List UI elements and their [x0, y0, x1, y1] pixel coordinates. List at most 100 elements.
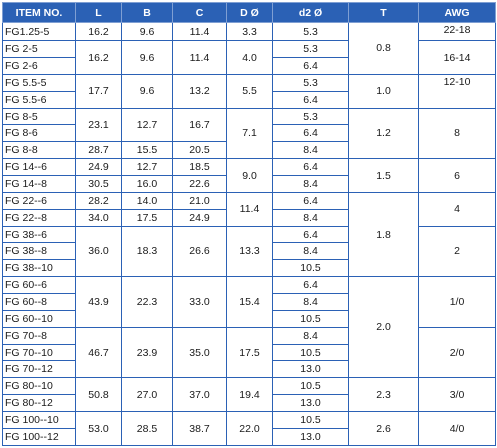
- d2-cell: 6.4: [272, 276, 349, 295]
- l-cell: 16.2: [75, 21, 122, 42]
- awg-cell: 6: [418, 158, 496, 193]
- c-cell: 21.0: [172, 191, 227, 210]
- b-cell: 9.6: [121, 73, 173, 109]
- col-header-b: B: [121, 2, 173, 23]
- item-no-cell: FG 70--8: [2, 326, 76, 345]
- d2-cell: 10.5: [272, 411, 349, 429]
- item-no-cell: FG 5.5-5: [2, 73, 76, 92]
- b-cell: 22.3: [121, 276, 173, 328]
- item-no-cell: FG 70--12: [2, 360, 76, 379]
- c-cell: 24.9: [172, 208, 227, 227]
- c-cell: 38.7: [172, 411, 227, 446]
- table-row: FG 22--8 34.0 17.5 24.9 8.4: [2, 208, 496, 227]
- l-cell: 46.7: [75, 326, 122, 379]
- d2-cell: 8.4: [272, 242, 349, 261]
- l-cell: 28.7: [75, 141, 122, 160]
- t-cell: 1.8: [348, 191, 419, 278]
- d-cell: 13.3: [226, 225, 273, 278]
- awg-cell: 2/0: [418, 326, 496, 379]
- awg-cell: 12-10: [418, 73, 496, 109]
- item-no-cell: FG 22--8: [2, 208, 76, 227]
- d2-cell: 13.0: [272, 427, 349, 447]
- d2-cell: 5.3: [272, 73, 349, 92]
- table-row: FG 100--10 53.0 28.5 38.7 22.0 10.5 2.6 …: [2, 411, 496, 446]
- col-header-item-no: ITEM NO.: [2, 2, 76, 23]
- item-no-cell: FG 38--10: [2, 259, 76, 278]
- item-no-cell: FG 14--8: [2, 175, 76, 193]
- d2-cell: 13.0: [272, 394, 349, 413]
- d2-cell: 6.4: [272, 191, 349, 210]
- awg-cell: 16-14: [418, 40, 496, 75]
- table-row: FG 5.5-5 17.7 9.6 13.2 5.5 5.3 1.0 12-10: [2, 73, 496, 109]
- d2-cell: 10.5: [272, 309, 349, 328]
- t-cell: 2.0: [348, 276, 419, 379]
- col-header-d: D Ø: [226, 2, 273, 23]
- d2-cell: 8.4: [272, 208, 349, 227]
- d2-cell: 13.0: [272, 360, 349, 379]
- l-cell: 16.2: [75, 40, 122, 75]
- d2-cell: 10.5: [272, 343, 349, 362]
- b-cell: 18.3: [121, 225, 173, 278]
- awg-cell: 4: [418, 191, 496, 227]
- b-cell: 23.9: [121, 326, 173, 379]
- table-row: FG 80--12 13.0: [2, 394, 496, 413]
- item-no-cell: FG 80--12: [2, 394, 76, 413]
- b-cell: 16.0: [121, 175, 173, 193]
- col-header-d2: d2 Ø: [272, 2, 349, 23]
- awg-cell: 3/0: [418, 377, 496, 413]
- table-row: FG 38--8 8.4: [2, 242, 496, 261]
- col-header-t: T: [348, 2, 419, 23]
- l-cell: 50.8: [75, 377, 122, 413]
- item-no-cell: FG 80--10: [2, 377, 76, 396]
- item-no-cell: FG1.25-5: [2, 21, 76, 42]
- d2-cell: 6.4: [272, 225, 349, 244]
- item-no-cell: FG 8-6: [2, 124, 76, 143]
- awg-cell: 4/0: [418, 411, 496, 446]
- t-cell: 2.6: [348, 411, 419, 446]
- d-cell: 3.3: [226, 21, 273, 42]
- item-no-cell: FG 100--12: [2, 427, 76, 447]
- c-cell: 35.0: [172, 326, 227, 379]
- t-cell: 1.2: [348, 107, 419, 160]
- item-no-cell: FG 8-5: [2, 107, 76, 126]
- table-header-row: ITEM NO. L B C D Ø d2 Ø T AWG: [2, 2, 496, 23]
- table-row: FG 60--6 43.9 22.3 33.0 15.4 6.4 2.0 1/0: [2, 276, 496, 379]
- d2-cell: 5.3: [272, 40, 349, 59]
- d-cell: 22.0: [226, 411, 273, 446]
- col-header-l: L: [75, 2, 122, 23]
- b-cell: 9.6: [121, 21, 173, 42]
- d2-cell: 5.3: [272, 21, 349, 42]
- d2-cell: 8.4: [272, 293, 349, 311]
- b-cell: 15.5: [121, 141, 173, 160]
- t-cell: 2.3: [348, 377, 419, 413]
- table-row: FG 60--8 8.4: [2, 293, 496, 311]
- c-cell: 33.0: [172, 276, 227, 328]
- d-cell: 4.0: [226, 40, 273, 75]
- d-cell: 19.4: [226, 377, 273, 413]
- l-cell: 36.0: [75, 225, 122, 278]
- table-row: FG 8-6 6.4: [2, 124, 496, 143]
- d2-cell: 6.4: [272, 90, 349, 109]
- d-cell: 5.5: [226, 73, 273, 109]
- c-cell: 11.4: [172, 40, 227, 75]
- awg-cell: 1/0: [418, 276, 496, 328]
- t-cell: 0.8: [348, 22, 419, 75]
- b-cell: 14.0: [121, 191, 173, 210]
- l-cell: 53.0: [75, 411, 122, 446]
- table-row: FG 8-5 23.1 12.7 16.7 7.1 5.3 1.2 8: [2, 107, 496, 160]
- c-cell: 26.6: [172, 225, 227, 278]
- b-cell: 12.7: [121, 107, 173, 143]
- c-cell: 37.0: [172, 377, 227, 413]
- l-cell: 43.9: [75, 276, 122, 328]
- item-no-cell: FG 100--10: [2, 411, 76, 429]
- item-no-cell: FG 2-6: [2, 57, 76, 75]
- awg-cell: 2: [418, 225, 496, 278]
- item-no-cell: FG 70--10: [2, 343, 76, 362]
- d-cell: 11.4: [226, 191, 273, 227]
- item-no-cell: FG 2-5: [2, 40, 76, 59]
- table-row: FG 70--12 13.0: [2, 360, 496, 379]
- item-no-cell: FG 8-8: [2, 141, 76, 160]
- awg-cell: 22-18: [418, 21, 496, 42]
- item-no-cell: FG 22--6: [2, 191, 76, 210]
- l-cell: 28.2: [75, 191, 122, 210]
